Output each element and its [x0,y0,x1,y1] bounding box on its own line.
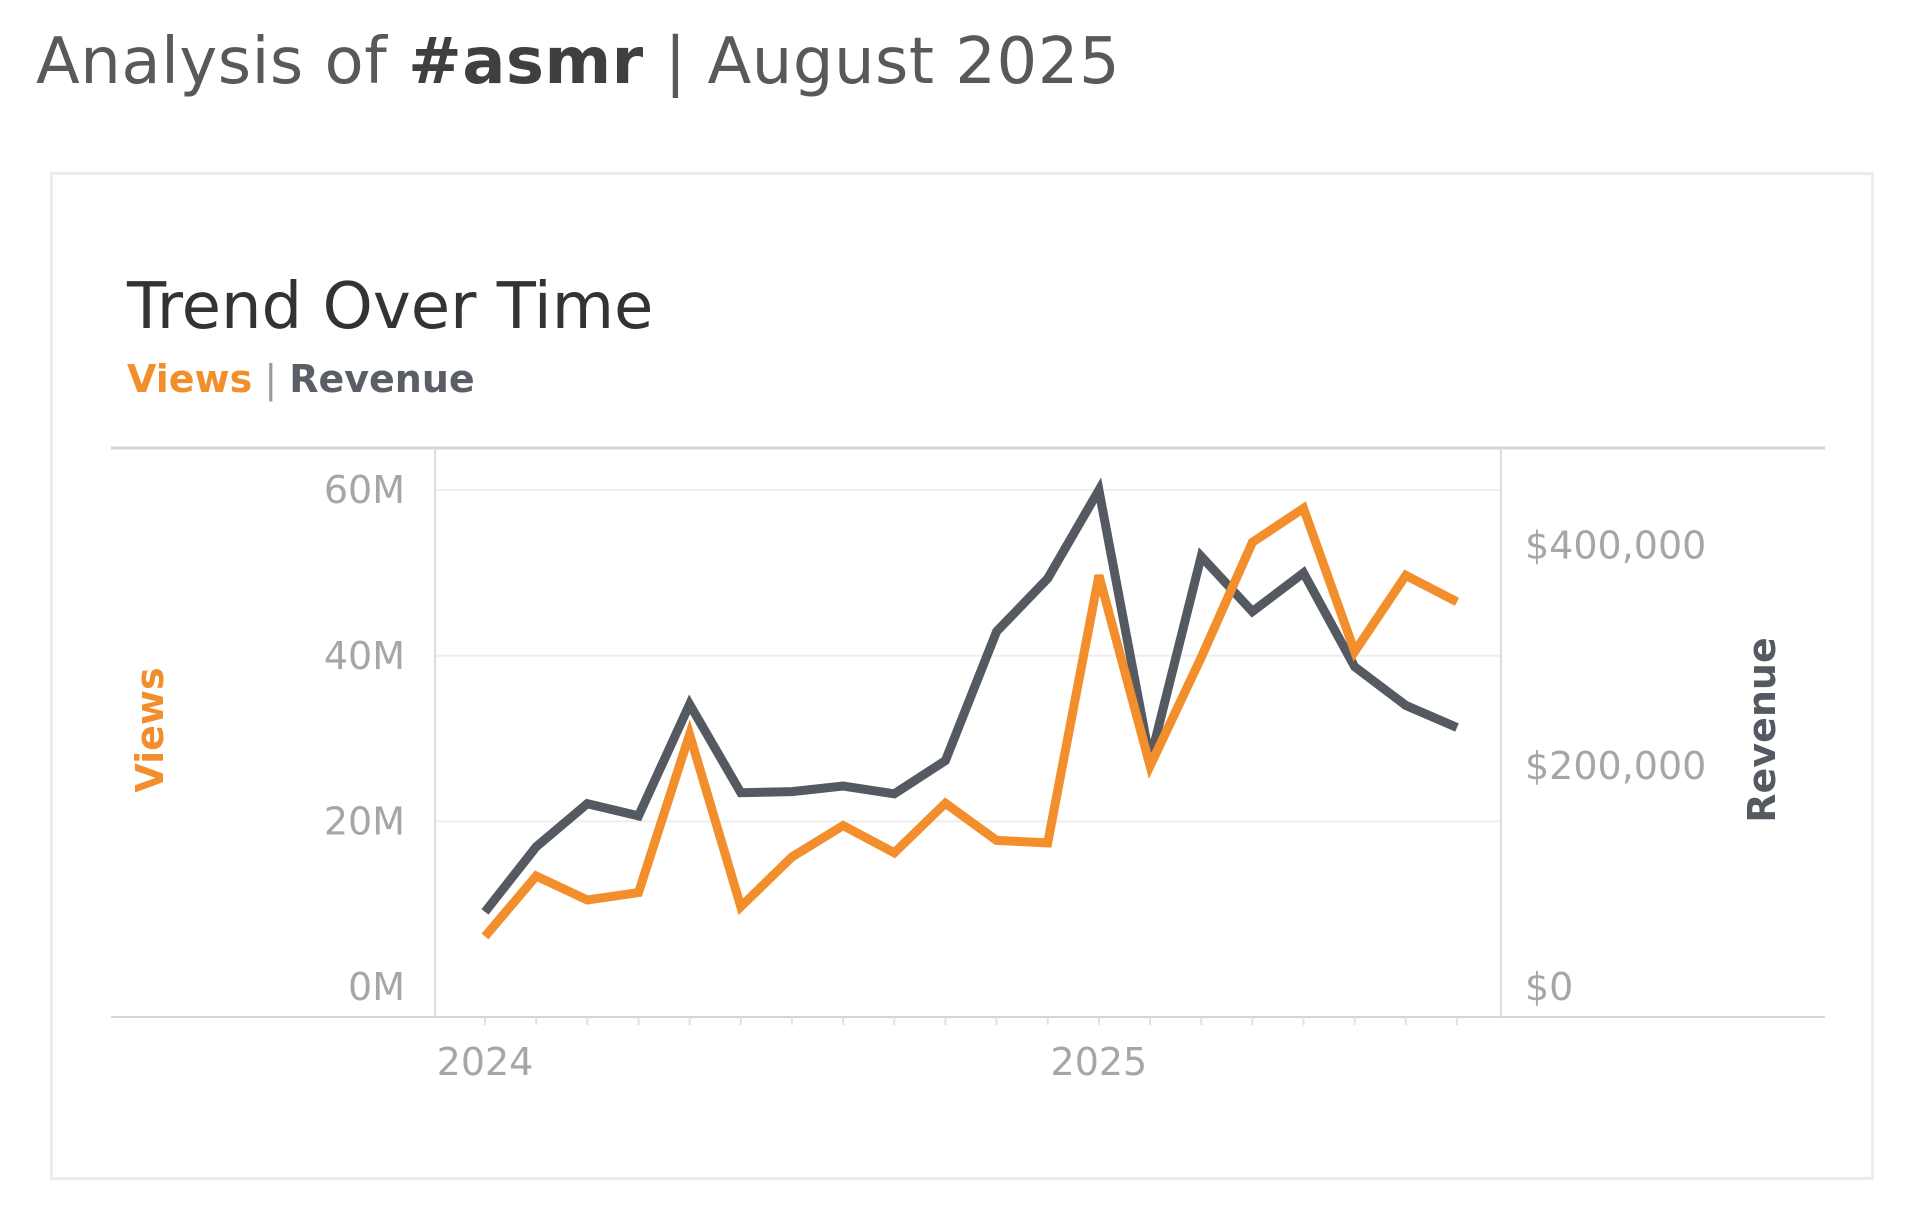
title-separator: | [643,25,708,99]
title-hashtag: #asmr [408,25,644,99]
left-tick-label: 20M [324,799,405,843]
right-tick-label: $400,000 [1525,523,1706,567]
axis-layer [111,446,1825,1018]
series-line-views [481,501,1460,940]
page-title: Analysis of #asmr | August 2025 [36,22,1120,102]
x-tick-labels: 2024 2025 [437,1040,1148,1084]
legend-revenue: Revenue [289,357,475,401]
title-prefix: Analysis of [36,25,409,99]
chart-card: Trend Over Time Views | Revenue 0M 20M 40M… [50,172,1874,1180]
series-line-revenue [481,477,1459,915]
x-minor-ticks [484,1017,1458,1025]
right-tick-labels: $0 $200,000 $400,000 [1525,523,1706,1009]
legend-views: Views [127,357,253,401]
right-tick-label: $0 [1525,965,1573,1009]
right-tick-label: $200,000 [1525,744,1706,788]
x-tick-label-2025: 2025 [1051,1040,1148,1084]
chart-title: Trend Over Time [127,270,654,344]
left-tick-labels: 0M 20M 40M 60M [324,468,405,1009]
left-tick-label: 40M [324,634,405,678]
left-tick-label: 60M [324,468,405,512]
grid-layer [436,489,1500,823]
title-date: August 2025 [707,25,1121,99]
legend-separator: | [252,357,290,401]
left-axis-title: Views [128,667,172,792]
right-axis-title: Revenue [1740,637,1784,822]
x-tick-label-2024: 2024 [437,1040,534,1084]
chart-legend: Views | Revenue [127,355,475,403]
series-layer [481,477,1460,940]
left-tick-label: 0M [348,965,405,1009]
